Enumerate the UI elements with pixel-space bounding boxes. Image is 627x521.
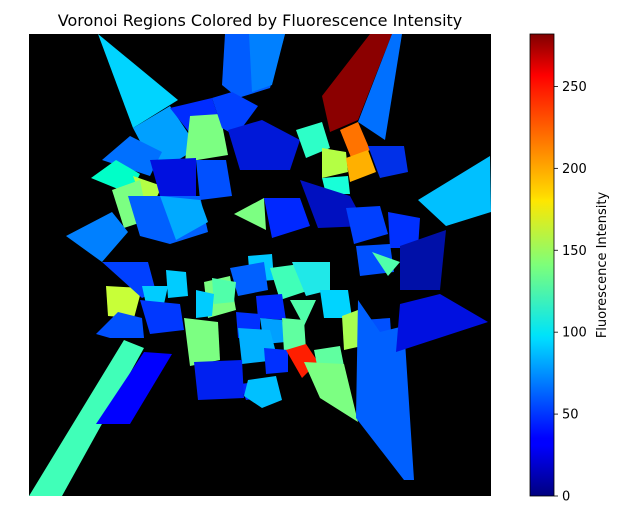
- voronoi-region: [400, 230, 446, 290]
- voronoi-region: [140, 300, 184, 334]
- voronoi-region: [184, 318, 220, 366]
- voronoi-region: [368, 146, 408, 178]
- colorbar-tick-label: 0: [562, 490, 570, 505]
- voronoi-region: [340, 122, 370, 160]
- colorbar-tick-label: 50: [562, 408, 579, 423]
- chart-title: Voronoi Regions Colored by Fluorescence …: [58, 11, 463, 30]
- voronoi-region: [185, 114, 228, 162]
- voronoi-region: [66, 212, 128, 262]
- voronoi-region: [212, 278, 236, 304]
- voronoi-region: [322, 148, 348, 178]
- voronoi-region: [106, 286, 142, 318]
- voronoi-region: [194, 360, 244, 400]
- colorbar-tick-label: 200: [562, 162, 587, 177]
- voronoi-region: [244, 376, 282, 408]
- voronoi-region: [342, 310, 362, 350]
- voronoi-region: [304, 362, 358, 422]
- colorbar-tick-label: 100: [562, 326, 587, 341]
- colorbar: 0 50 100 150 200 250 Fluorescence Intensity: [529, 33, 610, 505]
- voronoi-region: [396, 294, 488, 352]
- voronoi-region: [358, 34, 402, 140]
- voronoi-region: [196, 290, 214, 318]
- colorbar-label: Fluorescence Intensity: [595, 192, 610, 339]
- voronoi-region: [150, 158, 196, 196]
- voronoi-region: [296, 122, 330, 158]
- voronoi-region: [292, 262, 330, 296]
- voronoi-region: [166, 270, 188, 298]
- voronoi-regions: [29, 34, 491, 496]
- voronoi-region: [346, 206, 388, 244]
- voronoi-region: [234, 198, 266, 230]
- voronoi-region: [388, 212, 420, 248]
- voronoi-region: [96, 312, 144, 338]
- colorbar-tick-label: 150: [562, 244, 587, 259]
- voronoi-region: [249, 34, 285, 92]
- plot-area: [29, 34, 491, 496]
- voronoi-region: [282, 318, 306, 352]
- voronoi-region: [230, 262, 268, 296]
- voronoi-region: [142, 286, 168, 304]
- voronoi-region: [196, 160, 232, 200]
- voronoi-region: [29, 340, 144, 496]
- voronoi-region: [228, 120, 300, 170]
- voronoi-region: [102, 136, 162, 176]
- voronoi-region: [322, 34, 392, 132]
- voronoi-region: [264, 348, 288, 374]
- colorbar-gradient: [529, 33, 555, 497]
- voronoi-region: [98, 34, 178, 128]
- voronoi-region: [102, 262, 156, 298]
- voronoi-region: [290, 300, 316, 326]
- voronoi-region: [212, 92, 258, 136]
- voronoi-region: [264, 198, 310, 238]
- voronoi-region: [346, 150, 376, 182]
- colorbar-ticks: 0 50 100 150 200 250: [554, 80, 587, 505]
- voronoi-region: [372, 252, 400, 276]
- colorbar-tick-label: 250: [562, 80, 587, 95]
- voronoi-region: [96, 352, 172, 424]
- voronoi-region: [256, 294, 286, 320]
- voronoi-region: [160, 196, 208, 240]
- voronoi-region: [418, 156, 491, 226]
- voronoi-region: [320, 290, 352, 318]
